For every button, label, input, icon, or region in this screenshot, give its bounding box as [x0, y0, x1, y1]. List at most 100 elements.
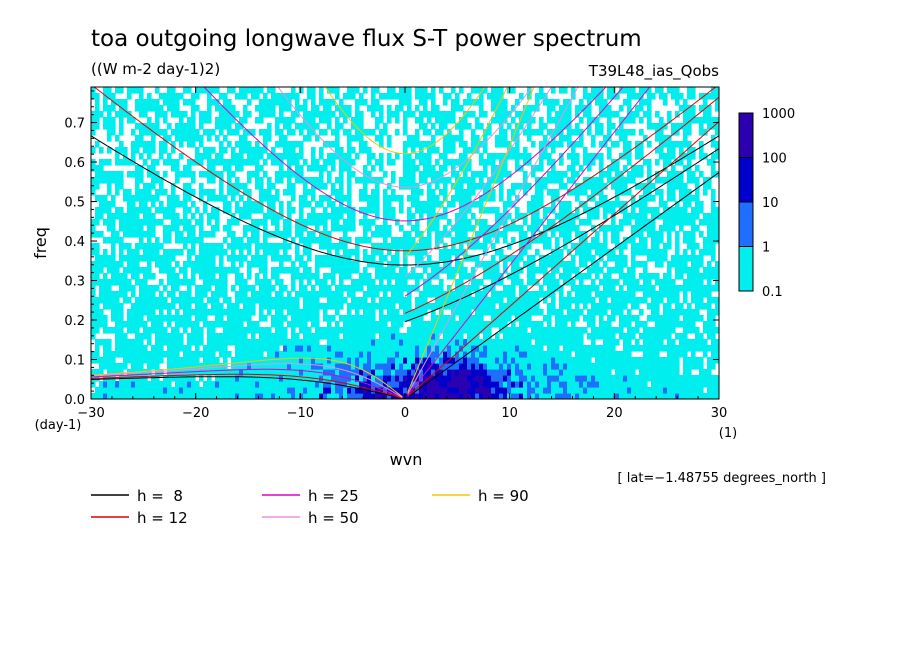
spectral-power-cell	[651, 363, 656, 370]
spectral-power-cell	[151, 183, 156, 190]
spectral-power-cell	[379, 225, 384, 232]
spectral-power-cell	[359, 375, 364, 382]
spectral-power-cell	[567, 225, 572, 232]
spectral-power-cell	[263, 141, 268, 148]
spectral-power-cell	[155, 159, 160, 166]
spectral-power-cell	[603, 207, 608, 214]
spectral-power-cell	[555, 333, 560, 340]
spectral-power-cell	[463, 201, 468, 208]
spectral-power-cell	[327, 375, 332, 382]
spectral-power-cell	[139, 339, 144, 346]
spectral-power-cell	[299, 165, 304, 172]
spectral-power-cell	[623, 279, 628, 286]
spectral-power-cell	[215, 381, 220, 388]
spectral-power-cell	[607, 207, 612, 214]
spectral-power-cell	[191, 393, 196, 399]
spectral-power-cell	[427, 219, 432, 226]
spectral-power-cell	[343, 315, 348, 322]
spectral-power-cell	[139, 309, 144, 316]
spectral-power-cell	[391, 213, 396, 220]
spectral-power-cell	[671, 309, 676, 316]
spectral-power-cell	[555, 315, 560, 322]
spectral-power-cell	[519, 231, 524, 238]
spectral-power-cell	[123, 159, 128, 166]
spectral-power-cell	[123, 195, 128, 202]
spectral-power-cell	[495, 369, 500, 376]
spectral-power-cell	[495, 339, 500, 346]
spectral-power-cell	[499, 321, 504, 328]
spectral-power-cell	[435, 285, 440, 292]
spectral-power-cell	[143, 381, 148, 388]
spectral-power-cell	[587, 363, 592, 370]
spectral-power-cell	[291, 309, 296, 316]
spectral-power-cell	[687, 243, 692, 250]
spectral-power-cell	[99, 297, 104, 304]
spectral-power-cell	[467, 291, 472, 298]
spectral-power-cell	[159, 327, 164, 334]
spectral-power-cell	[459, 339, 464, 346]
spectral-power-cell	[639, 381, 644, 388]
spectral-power-cell	[403, 231, 408, 238]
spectral-power-cell	[379, 363, 384, 370]
spectral-power-cell	[667, 237, 672, 244]
spectral-power-cell	[431, 363, 436, 370]
spectral-power-cell	[459, 279, 464, 286]
spectral-power-cell	[387, 375, 392, 382]
spectral-power-cell	[603, 183, 608, 190]
spectral-power-cell	[107, 345, 112, 352]
spectral-power-cell	[531, 363, 536, 370]
spectral-power-cell	[147, 171, 152, 178]
spectral-power-cell	[467, 219, 472, 226]
spectral-power-cell	[659, 177, 664, 184]
spectral-power-cell	[483, 339, 488, 346]
spectral-power-cell	[235, 339, 240, 346]
spectral-power-cell	[319, 147, 324, 154]
spectral-power-cell	[435, 159, 440, 166]
spectral-power-cell	[419, 141, 424, 148]
spectral-power-cell	[515, 159, 520, 166]
spectral-power-cell	[451, 273, 456, 280]
spectral-power-cell	[251, 171, 256, 178]
spectral-power-cell	[371, 291, 376, 298]
spectral-power-cell	[619, 207, 624, 214]
spectral-power-cell	[431, 333, 436, 340]
spectral-power-cell	[575, 393, 580, 399]
spectral-power-cell	[675, 315, 680, 322]
spectral-power-cell	[219, 303, 224, 310]
spectral-power-cell	[115, 237, 120, 244]
spectral-power-cell	[647, 183, 652, 190]
spectral-power-cell	[443, 327, 448, 334]
spectral-power-cell	[127, 219, 132, 226]
spectral-power-cell	[599, 393, 604, 399]
spectral-power-cell	[423, 141, 428, 148]
spectral-power-cell	[363, 339, 368, 346]
spectral-power-cell	[587, 159, 592, 166]
spectral-power-cell	[219, 177, 224, 184]
spectral-power-cell	[531, 267, 536, 274]
spectral-power-cell	[275, 255, 280, 262]
spectral-power-cell	[631, 345, 636, 352]
spectral-power-cell	[363, 213, 368, 220]
spectral-power-cell	[383, 219, 388, 226]
spectral-power-cell	[683, 237, 688, 244]
spectral-power-cell	[175, 261, 180, 268]
spectral-power-cell	[331, 201, 336, 208]
spectral-power-cell	[583, 327, 588, 334]
spectral-power-cell	[167, 363, 172, 370]
spectral-power-cell	[547, 207, 552, 214]
spectral-power-cell	[247, 147, 252, 154]
spectral-power-cell	[507, 171, 512, 178]
spectral-power-cell	[115, 315, 120, 322]
spectral-power-cell	[527, 363, 532, 370]
spectral-power-cell	[523, 375, 528, 382]
spectral-power-cell	[343, 285, 348, 292]
spectral-power-cell	[631, 375, 636, 382]
spectral-power-cell	[643, 363, 648, 370]
spectral-power-cell	[499, 327, 504, 334]
spectral-power-cell	[375, 225, 380, 232]
spectral-power-cell	[279, 279, 284, 286]
spectral-power-cell	[339, 351, 344, 358]
spectral-power-cell	[455, 387, 460, 394]
spectral-power-cell	[295, 393, 300, 399]
spectral-power-cell	[583, 297, 588, 304]
